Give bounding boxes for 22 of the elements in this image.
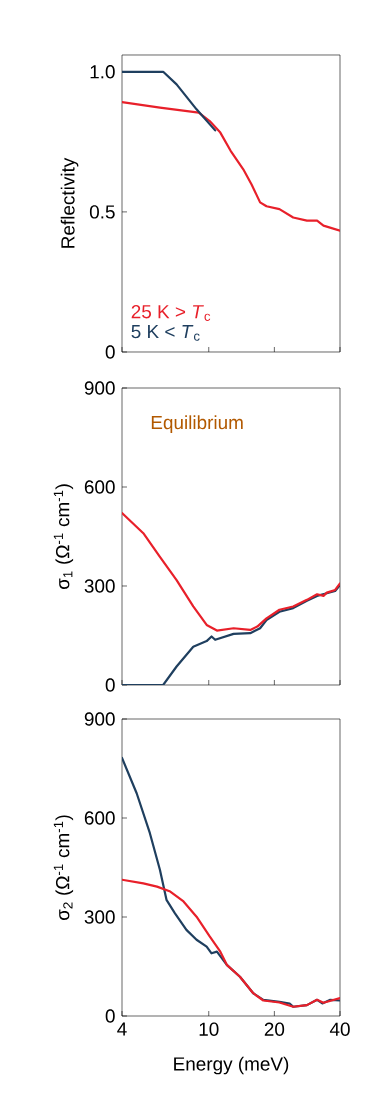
y-tick-label: 1.0 — [90, 65, 115, 79]
y-axis-title: σ$_{1}$ (Ω$^{-1}$ cm$^{-1}$) — [53, 484, 74, 590]
y-tick-label: 300 — [84, 579, 115, 593]
y-tick-label: 900 — [84, 712, 115, 726]
text: 25 K > T$_{c}$ — [131, 304, 211, 321]
y-tick-label: 0 — [105, 678, 115, 692]
y-tick-label: 0 — [105, 1009, 115, 1023]
x-tick-label: 4 — [117, 1022, 127, 1036]
x-tick-label: 40 — [329, 1022, 350, 1036]
x-tick-label: 10 — [199, 1022, 219, 1036]
y-tick-label: 0 — [105, 345, 115, 359]
y-tick-label: 0.5 — [89, 205, 115, 219]
text: 5 K < T$_{c}$ — [131, 325, 200, 341]
y-tick-label: 600 — [84, 811, 115, 825]
y-axis-title: Reflectivity — [60, 157, 79, 248]
y-tick-label: 900 — [84, 381, 115, 395]
y-tick-label: 300 — [84, 910, 115, 924]
y-axis-title: σ$_{2}$ (Ω$^{-1}$ cm$^{-1}$) — [53, 815, 74, 921]
annotation: Equilibrium — [151, 415, 243, 433]
x-axis-title: Energy (meV) — [174, 1056, 289, 1075]
y-tick-label: 600 — [84, 480, 115, 494]
x-tick-label: 20 — [264, 1022, 285, 1036]
